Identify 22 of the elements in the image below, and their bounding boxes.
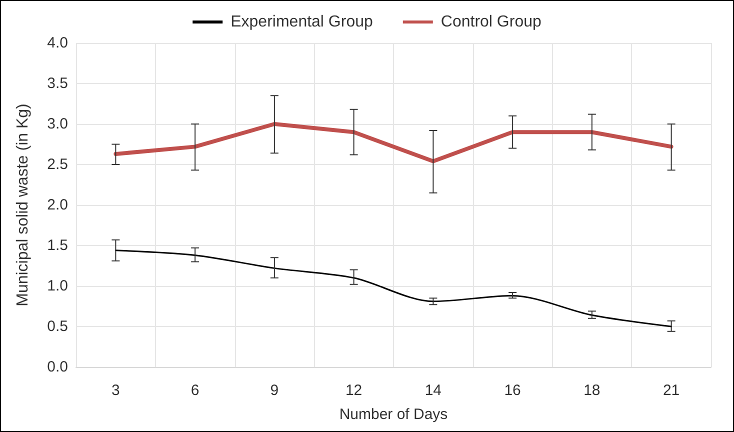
y-tick-label: 2.5: [47, 156, 68, 173]
x-tick-label: 14: [424, 382, 442, 399]
legend-label: Experimental Group: [230, 14, 373, 30]
y-tick-label: 0.5: [47, 318, 68, 335]
line-series: [114, 122, 674, 164]
y-tick-label: 1.5: [47, 237, 68, 254]
legend-label: Control Group: [440, 14, 542, 30]
y-tick-label: 3.5: [47, 75, 68, 92]
x-tick-label: 12: [345, 382, 362, 399]
x-axis-title: Number of Days: [339, 406, 448, 423]
x-tick-label: 3: [112, 382, 120, 399]
x-tick-label: 18: [584, 382, 600, 399]
y-axis-title: Municipal solid waste (in Kg): [14, 104, 32, 306]
y-tick-label: 2.0: [47, 196, 68, 214]
y-tick-label: 0.0: [47, 358, 68, 376]
x-tick-label: 21: [662, 382, 680, 399]
x-tick-label: 6: [190, 382, 200, 399]
x-tick-label: 9: [270, 382, 279, 399]
x-tick-label: 16: [504, 382, 521, 399]
y-tick-label: 3.0: [47, 116, 68, 132]
y-tick-label: 4.0: [47, 34, 68, 52]
y-tick-label: 1.0: [47, 278, 68, 294]
